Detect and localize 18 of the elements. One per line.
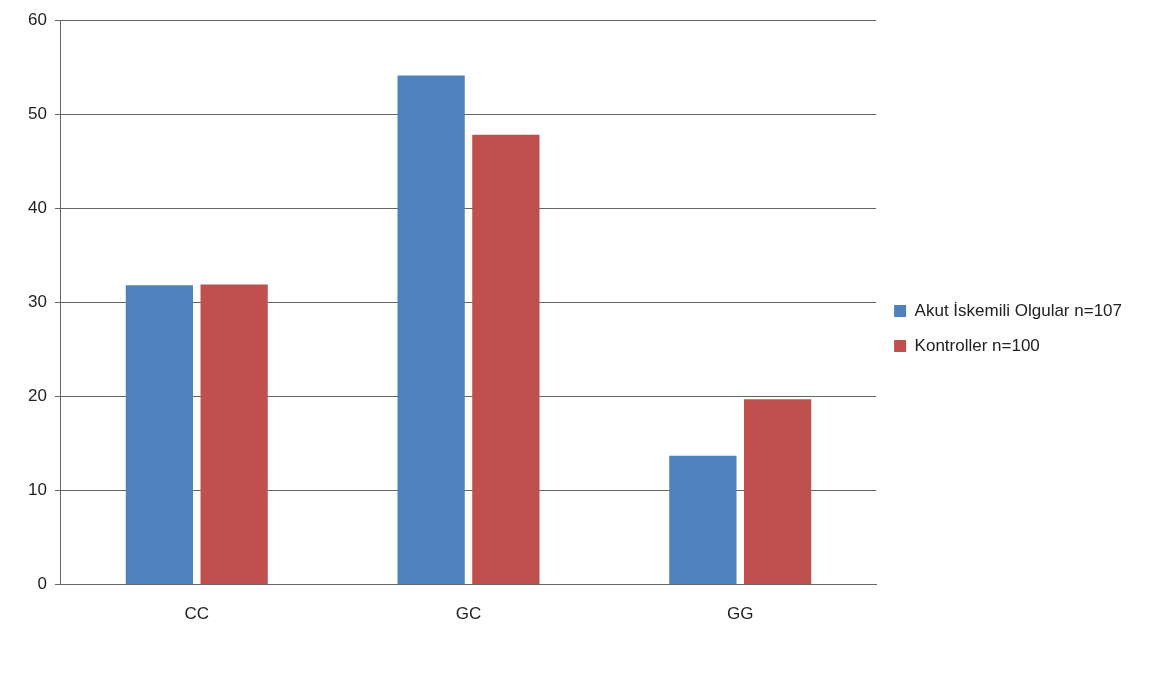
x-tick-label: GG — [727, 604, 754, 624]
bar — [125, 285, 194, 585]
bar — [743, 399, 812, 585]
y-tick-label: 10 — [27, 480, 47, 500]
bar — [669, 455, 737, 585]
bar — [397, 75, 465, 585]
x-tick-label: GC — [455, 604, 482, 624]
y-tick-label: 20 — [27, 386, 47, 406]
x-tick-label: CC — [184, 604, 210, 624]
y-tick-label: 50 — [27, 103, 47, 123]
y-tick-label: 30 — [27, 291, 47, 311]
bar — [200, 284, 268, 585]
legend-label: Akut İskemili Olgular n=107 — [914, 300, 1122, 320]
y-tick-label: 40 — [27, 197, 47, 217]
y-tick-label: 0 — [37, 574, 47, 594]
y-tick-label: 60 — [27, 9, 47, 29]
legend-label: Kontroller n=100 — [914, 335, 1040, 355]
bar — [472, 134, 540, 585]
